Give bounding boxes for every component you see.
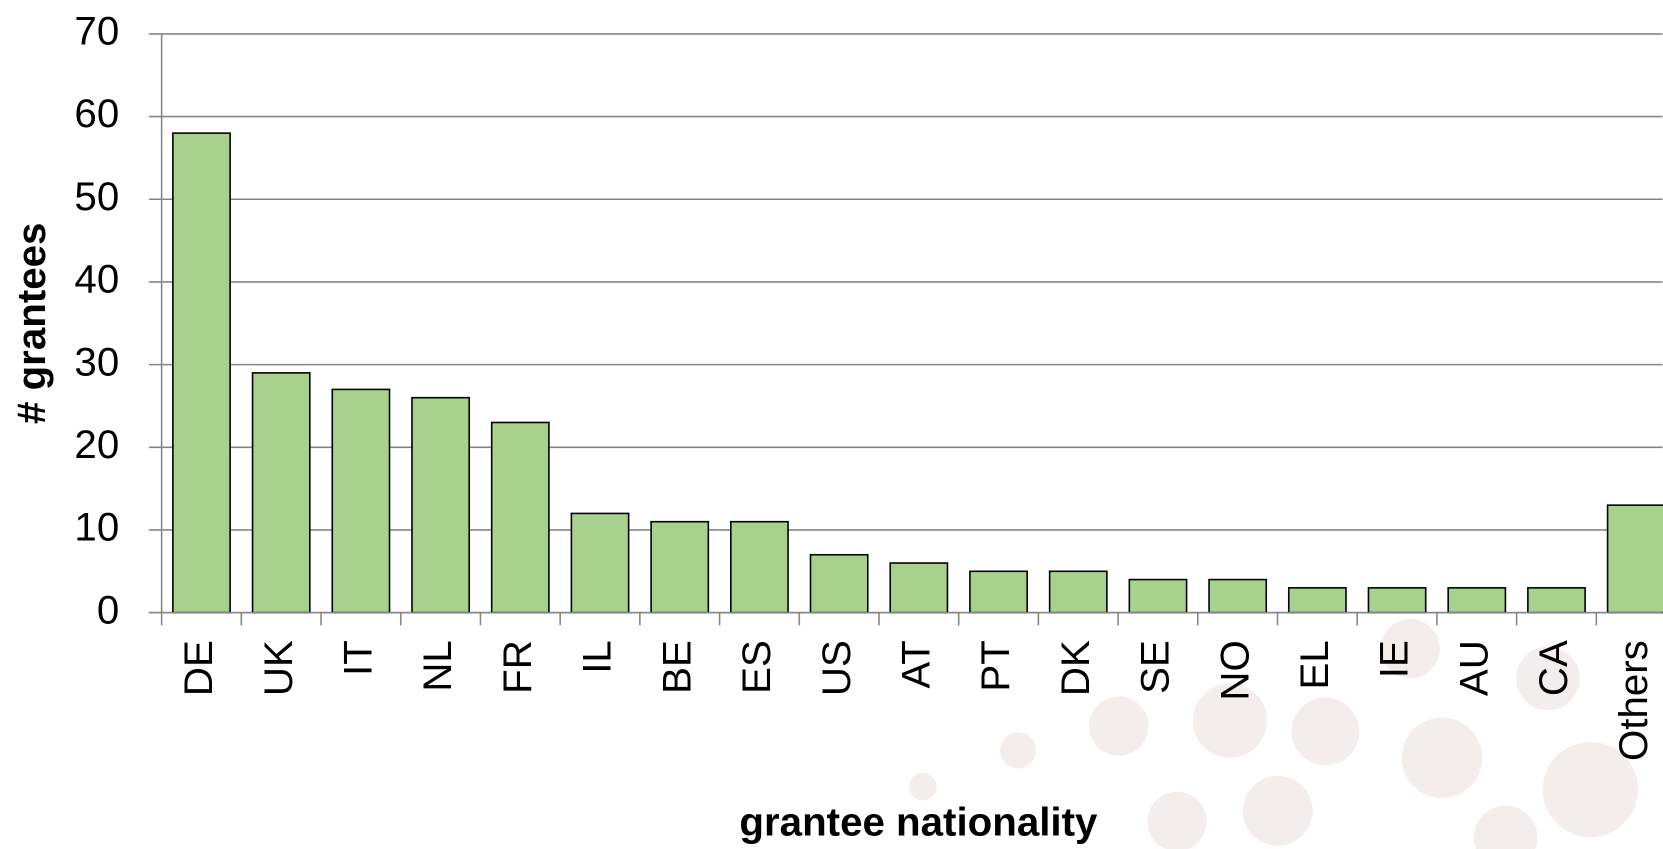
x-tick-label: DE [176, 640, 221, 696]
x-tick-label: IL [575, 640, 620, 674]
bar [172, 132, 231, 614]
bar [1367, 587, 1427, 614]
y-tick-label: 70 [74, 9, 119, 54]
y-tick-label: 0 [97, 587, 119, 632]
bar [809, 553, 869, 614]
bar [969, 570, 1028, 614]
bar [650, 520, 710, 614]
y-tick-label: 50 [74, 174, 119, 219]
y-tick-label: 20 [74, 422, 119, 467]
bar [1606, 504, 1663, 614]
x-tick-label: IT [336, 640, 381, 676]
bar [570, 512, 630, 614]
x-tick-label: IE [1372, 640, 1417, 678]
x-tick-label: CA [1531, 640, 1576, 696]
bar [331, 388, 391, 614]
y-tick-label: 60 [74, 91, 119, 136]
x-tick-label: EL [1292, 640, 1337, 689]
y-tick-label: 40 [74, 257, 119, 302]
x-tick-label: ES [734, 640, 779, 694]
bar [1527, 587, 1586, 614]
x-tick-label: AU [1451, 640, 1496, 696]
bar [1128, 578, 1188, 614]
y-tick-label: 10 [74, 505, 119, 550]
x-tick-label: AT [893, 640, 938, 688]
bar [251, 372, 311, 614]
y-tick-label: 30 [74, 339, 119, 384]
x-tick-label: Others [1611, 640, 1656, 761]
bar [411, 396, 471, 614]
bar [1287, 587, 1347, 614]
bar [889, 562, 949, 614]
x-tick-label: PT [973, 640, 1018, 691]
x-tick-label: DK [1053, 640, 1098, 696]
bar [1048, 570, 1108, 614]
bar [730, 520, 789, 614]
bar [490, 421, 550, 614]
x-tick-label: FR [495, 640, 540, 694]
bar [1447, 587, 1507, 614]
bar [1208, 578, 1268, 614]
x-tick-label: US [814, 640, 859, 696]
x-tick-label: BE [654, 640, 699, 694]
x-tick-label: SE [1133, 640, 1178, 694]
y-axis-title: # grantees [9, 223, 54, 424]
x-tick-label: NO [1212, 640, 1257, 700]
background-dots [908, 618, 1639, 849]
x-axis-title: grantee nationality [739, 799, 1098, 844]
x-tick-label: NL [415, 640, 460, 691]
x-tick-label: UK [256, 640, 301, 696]
